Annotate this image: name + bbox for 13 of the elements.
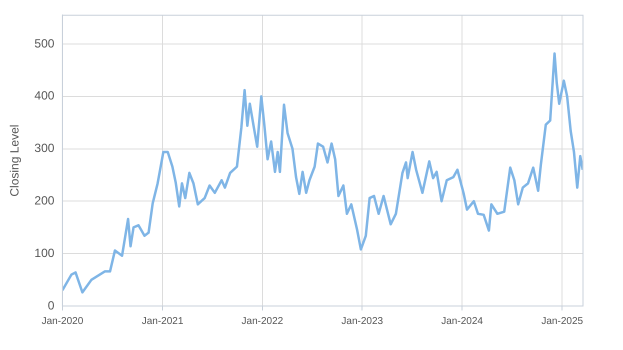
x-tick-label: Jan-2021 <box>142 316 184 327</box>
y-tick-label: 100 <box>34 246 55 260</box>
y-tick-label: 0 <box>48 298 55 312</box>
x-tick-label: Jan-2022 <box>242 316 284 327</box>
y-tick-label: 400 <box>34 88 55 103</box>
y-tick-label: 500 <box>34 36 55 50</box>
y-axis-title: Closing Level <box>8 124 22 197</box>
x-tick-label: Jan-2020 <box>42 316 84 327</box>
y-tick-label: 200 <box>34 194 55 208</box>
x-tick-label: Jan-2023 <box>341 316 384 327</box>
x-tick-label: Jan-2024 <box>441 316 484 327</box>
x-tick-label: Jan-2025 <box>541 316 584 327</box>
y-tick-label: 300 <box>34 141 55 156</box>
